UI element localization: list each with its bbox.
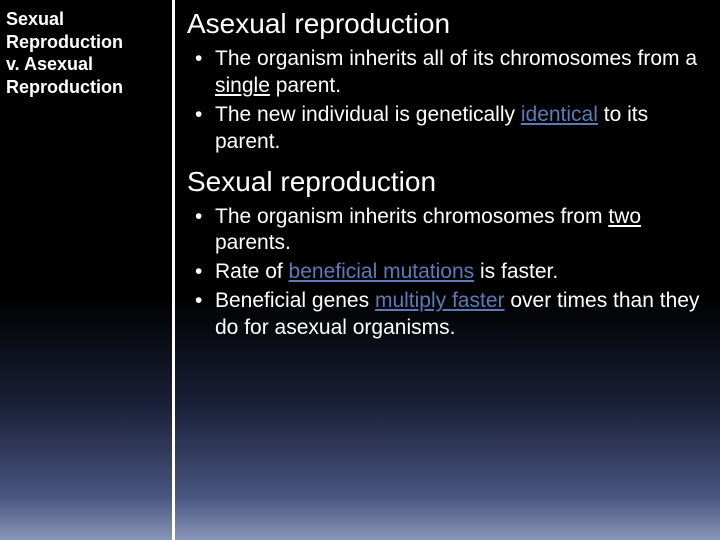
bullet-list-sexual: The organism inherits chromosomes from t… [187, 204, 702, 342]
bullet-item: The organism inherits chromosomes from t… [215, 204, 702, 258]
section-heading-sexual: Sexual reproduction [187, 166, 702, 198]
bullet-list-asexual: The organism inherits all of its chromos… [187, 46, 702, 156]
section-heading-asexual: Asexual reproduction [187, 8, 702, 40]
sidebar-title-line: Sexual [6, 9, 64, 29]
sidebar: Sexual Reproduction v. Asexual Reproduct… [0, 0, 172, 540]
sidebar-title: Sexual Reproduction v. Asexual Reproduct… [6, 8, 164, 98]
bullet-text: The new individual is genetically [215, 103, 521, 126]
slide-container: Sexual Reproduction v. Asexual Reproduct… [0, 0, 720, 540]
sidebar-title-line: Reproduction [6, 77, 123, 97]
bullet-item: Rate of beneficial mutations is faster. [215, 259, 702, 286]
bullet-item: The new individual is genetically identi… [215, 102, 702, 156]
bullet-item: The organism inherits all of its chromos… [215, 46, 702, 100]
sidebar-title-line: v. Asexual [6, 54, 93, 74]
main-content: Asexual reproduction The organism inheri… [175, 0, 720, 540]
bullet-text-link: multiply faster [375, 289, 505, 312]
bullet-text: is faster. [474, 260, 558, 283]
bullet-text-link: beneficial mutations [289, 260, 475, 283]
bullet-text: Rate of [215, 260, 289, 283]
bullet-item: Beneficial genes multiply faster over ti… [215, 288, 702, 342]
bullet-text: parents. [215, 231, 291, 254]
sidebar-title-line: Reproduction [6, 32, 123, 52]
bullet-text: The organism inherits all of its chromos… [215, 47, 697, 70]
bullet-text-link: identical [521, 103, 598, 126]
bullet-text-underline: two [608, 205, 641, 228]
bullet-text: Beneficial genes [215, 289, 375, 312]
bullet-text: parent. [270, 74, 341, 97]
bullet-text-underline: single [215, 74, 270, 97]
bullet-text: The organism inherits chromosomes from [215, 205, 608, 228]
